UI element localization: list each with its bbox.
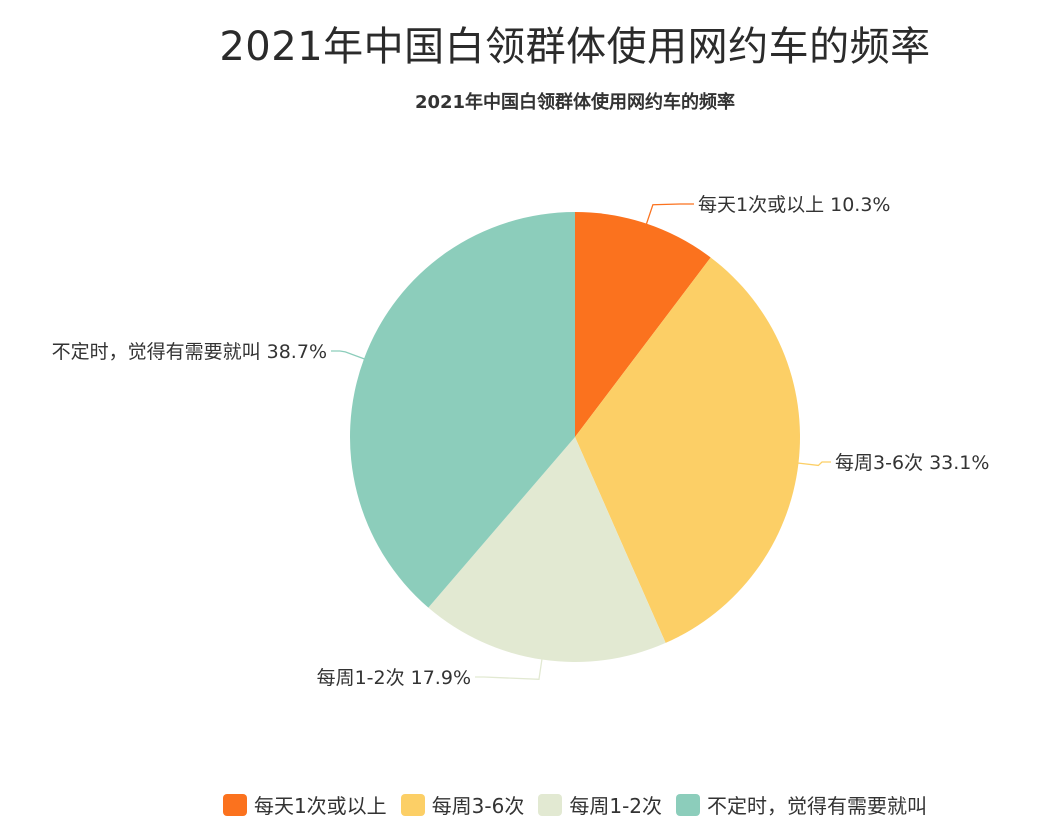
leader-line [796, 461, 831, 467]
legend-swatch [400, 793, 425, 816]
pie-slice[interactable] [349, 212, 575, 608]
data-label: 每周3-6次 33.1% [835, 452, 989, 474]
chart-title: 2021年中国白领群体使用网约车的频率 [414, 92, 736, 113]
data-label: 每天1次或以上 10.3% [698, 194, 891, 216]
pie-slice[interactable] [575, 212, 711, 437]
legend-item[interactable]: 不定时，觉得有需要就叫 [676, 790, 927, 819]
leader-line [645, 203, 694, 226]
legend-label: 每周1-2次 [569, 794, 663, 818]
data-label: 不定时，觉得有需要就叫 38.7% [52, 341, 327, 363]
legend-swatch [676, 793, 701, 816]
data-label: 每周1-2次 17.9% [317, 667, 471, 689]
legend-swatch [538, 793, 563, 816]
page-title: 2021年中国白领群体使用网约车的频率 [219, 24, 931, 70]
legend-label: 每周3-6次 [431, 794, 525, 818]
legend-item[interactable]: 每周1-2次 [538, 790, 662, 819]
pie-slice[interactable] [428, 437, 666, 662]
leader-line [475, 657, 543, 681]
legend-item[interactable]: 每天1次或以上 [222, 790, 387, 819]
legend-item[interactable]: 每周3-6次 [400, 790, 525, 819]
legend-swatch [222, 793, 247, 816]
legend-label: 每天1次或以上 [253, 794, 387, 818]
legend-label: 不定时，觉得有需要就叫 [707, 794, 928, 818]
pie-slice[interactable] [575, 257, 800, 643]
leader-line [331, 350, 367, 361]
legend: 每天1次或以上 每周3-6次 每周1-2次 不定时，觉得有需要就叫 [0, 790, 1060, 819]
